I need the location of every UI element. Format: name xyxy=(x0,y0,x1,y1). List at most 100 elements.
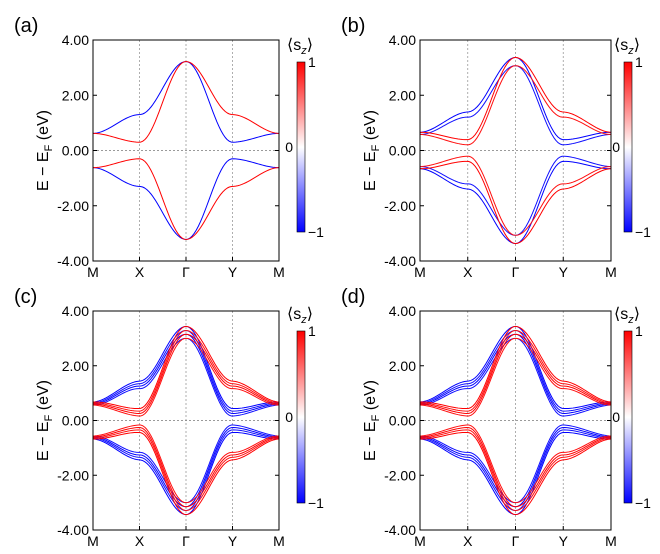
band-line-conduction-up xyxy=(92,61,280,143)
y-tick-label: 4.00 xyxy=(62,32,89,48)
x-tick-label: M xyxy=(273,264,285,280)
bands xyxy=(92,61,280,240)
x-tick-label: M xyxy=(414,533,426,549)
band-line-conduction-up xyxy=(419,337,611,417)
band-line-conduction-up xyxy=(92,337,279,417)
colorbar: ⟨sz⟩1 0 −1 xyxy=(285,37,324,240)
x-tick-label: Y xyxy=(559,533,569,549)
band-line-valence-up xyxy=(419,424,611,504)
band-line-conduction-up xyxy=(419,329,612,412)
colorbar-title: ⟨sz⟩ xyxy=(287,37,313,57)
bands xyxy=(419,56,612,245)
colorbar-max-label: 1 xyxy=(308,323,316,339)
panel-label: (a) xyxy=(14,15,38,37)
colorbar: ⟨sz⟩1 0 −1 xyxy=(285,306,324,511)
colorbar: ⟨sz⟩1 0 −1 xyxy=(612,306,651,511)
panel-d: (d)4.002.000.00-2.00-4.00M X Γ Y ME − EF (eV… xyxy=(341,286,651,549)
band-line-conduction-up xyxy=(92,329,280,412)
band-line-valence-down xyxy=(92,158,280,240)
colorbar-title: ⟨sz⟩ xyxy=(614,37,640,57)
bands xyxy=(92,325,280,516)
y-tick-label: 0.00 xyxy=(62,413,89,429)
band-line-conduction-up xyxy=(419,65,612,146)
y-tick-label: -4.00 xyxy=(57,522,89,538)
y-tick-label: -4.00 xyxy=(57,253,89,269)
x-tick-label: Γ xyxy=(182,264,190,280)
band-line-valence-up xyxy=(92,158,280,240)
x-tick-label: Y xyxy=(228,264,238,280)
y-tick-label: 0.00 xyxy=(389,413,416,429)
band-line-conduction-up xyxy=(92,333,280,414)
band-line-valence-up xyxy=(92,429,280,512)
x-tick-label: Y xyxy=(228,533,238,549)
x-tick-label: M xyxy=(605,264,617,280)
band-line-valence-up xyxy=(419,431,612,516)
colorbar-max-label: 1 xyxy=(635,323,643,339)
x-tick-label: M xyxy=(605,533,617,549)
band-line-conduction-down xyxy=(419,329,612,412)
colorbar-min-label: −1 xyxy=(635,495,651,511)
y-tick-label: -4.00 xyxy=(384,522,416,538)
x-tick-label: M xyxy=(87,264,99,280)
panel-a: (a)4.002.000.00-2.00-4.00M X Γ Y ME − EF (eV… xyxy=(14,15,324,280)
colorbar-mid-label: 0 xyxy=(285,409,293,425)
y-axis-label: E − EF (eV) xyxy=(35,110,55,191)
y-tick-label: 0.00 xyxy=(62,143,89,159)
panel-label: (d) xyxy=(341,286,365,308)
x-tick-label: X xyxy=(463,533,473,549)
band-line-conduction-up xyxy=(419,325,612,410)
colorbar-min-label: −1 xyxy=(308,495,324,511)
x-tick-label: X xyxy=(135,533,145,549)
colorbar-gradient xyxy=(296,61,306,233)
y-tick-label: 4.00 xyxy=(389,303,416,319)
band-line-valence-down xyxy=(419,429,612,512)
x-tick-label: Y xyxy=(559,264,569,280)
band-line-conduction-up xyxy=(419,333,612,414)
y-tick-label: -2.00 xyxy=(57,198,89,214)
y-tick-label: 0.00 xyxy=(389,143,416,159)
band-line-conduction-up xyxy=(419,56,612,141)
colorbar-gradient xyxy=(623,61,633,233)
y-tick-label: 2.00 xyxy=(62,87,89,103)
colorbar-title: ⟨sz⟩ xyxy=(287,306,313,326)
panel-c: (c)4.002.000.00-2.00-4.00M X Γ Y ME − EF (eV… xyxy=(14,286,324,549)
bands xyxy=(419,325,612,516)
x-tick-label: Γ xyxy=(512,533,520,549)
x-tick-label: Γ xyxy=(512,264,520,280)
x-tick-label: Γ xyxy=(182,533,190,549)
y-tick-label: -2.00 xyxy=(384,467,416,483)
y-axis-label: E − EF (eV) xyxy=(362,380,382,461)
colorbar-mid-label: 0 xyxy=(285,139,293,155)
band-line-conduction-up xyxy=(92,325,280,410)
panel-b: (b)4.002.000.00-2.00-4.00M X Γ Y ME − EF (eV… xyxy=(341,15,651,280)
band-line-valence-up xyxy=(92,427,280,508)
band-line-valence-up xyxy=(419,427,612,508)
x-tick-label: M xyxy=(87,533,99,549)
colorbar-max-label: 1 xyxy=(308,54,316,70)
band-line-conduction-down xyxy=(92,333,280,414)
colorbar-title: ⟨sz⟩ xyxy=(614,306,640,326)
band-line-conduction-down xyxy=(92,329,280,412)
colorbar-min-label: −1 xyxy=(635,224,651,240)
y-tick-label: 2.00 xyxy=(62,358,89,374)
y-tick-label: 4.00 xyxy=(62,303,89,319)
y-tick-label: -4.00 xyxy=(384,253,416,269)
colorbar: ⟨sz⟩1 0 −1 xyxy=(612,37,651,240)
x-tick-label: M xyxy=(273,533,285,549)
band-line-valence-down xyxy=(92,429,280,512)
colorbar-mid-label: 0 xyxy=(612,139,620,155)
band-line-valence-up xyxy=(419,155,612,236)
band-line-valence-up xyxy=(92,424,279,504)
band-line-valence-up xyxy=(419,429,612,512)
x-tick-label: X xyxy=(463,264,473,280)
band-line-conduction-down xyxy=(419,333,612,414)
colorbar-min-label: −1 xyxy=(308,224,324,240)
y-tick-label: 2.00 xyxy=(389,87,416,103)
band-line-valence-up xyxy=(419,160,612,245)
colorbar-gradient xyxy=(623,330,633,504)
y-axis-label: E − EF (eV) xyxy=(362,110,382,191)
colorbar-gradient xyxy=(296,330,306,504)
panel-label: (b) xyxy=(341,15,365,37)
x-tick-label: X xyxy=(135,264,145,280)
